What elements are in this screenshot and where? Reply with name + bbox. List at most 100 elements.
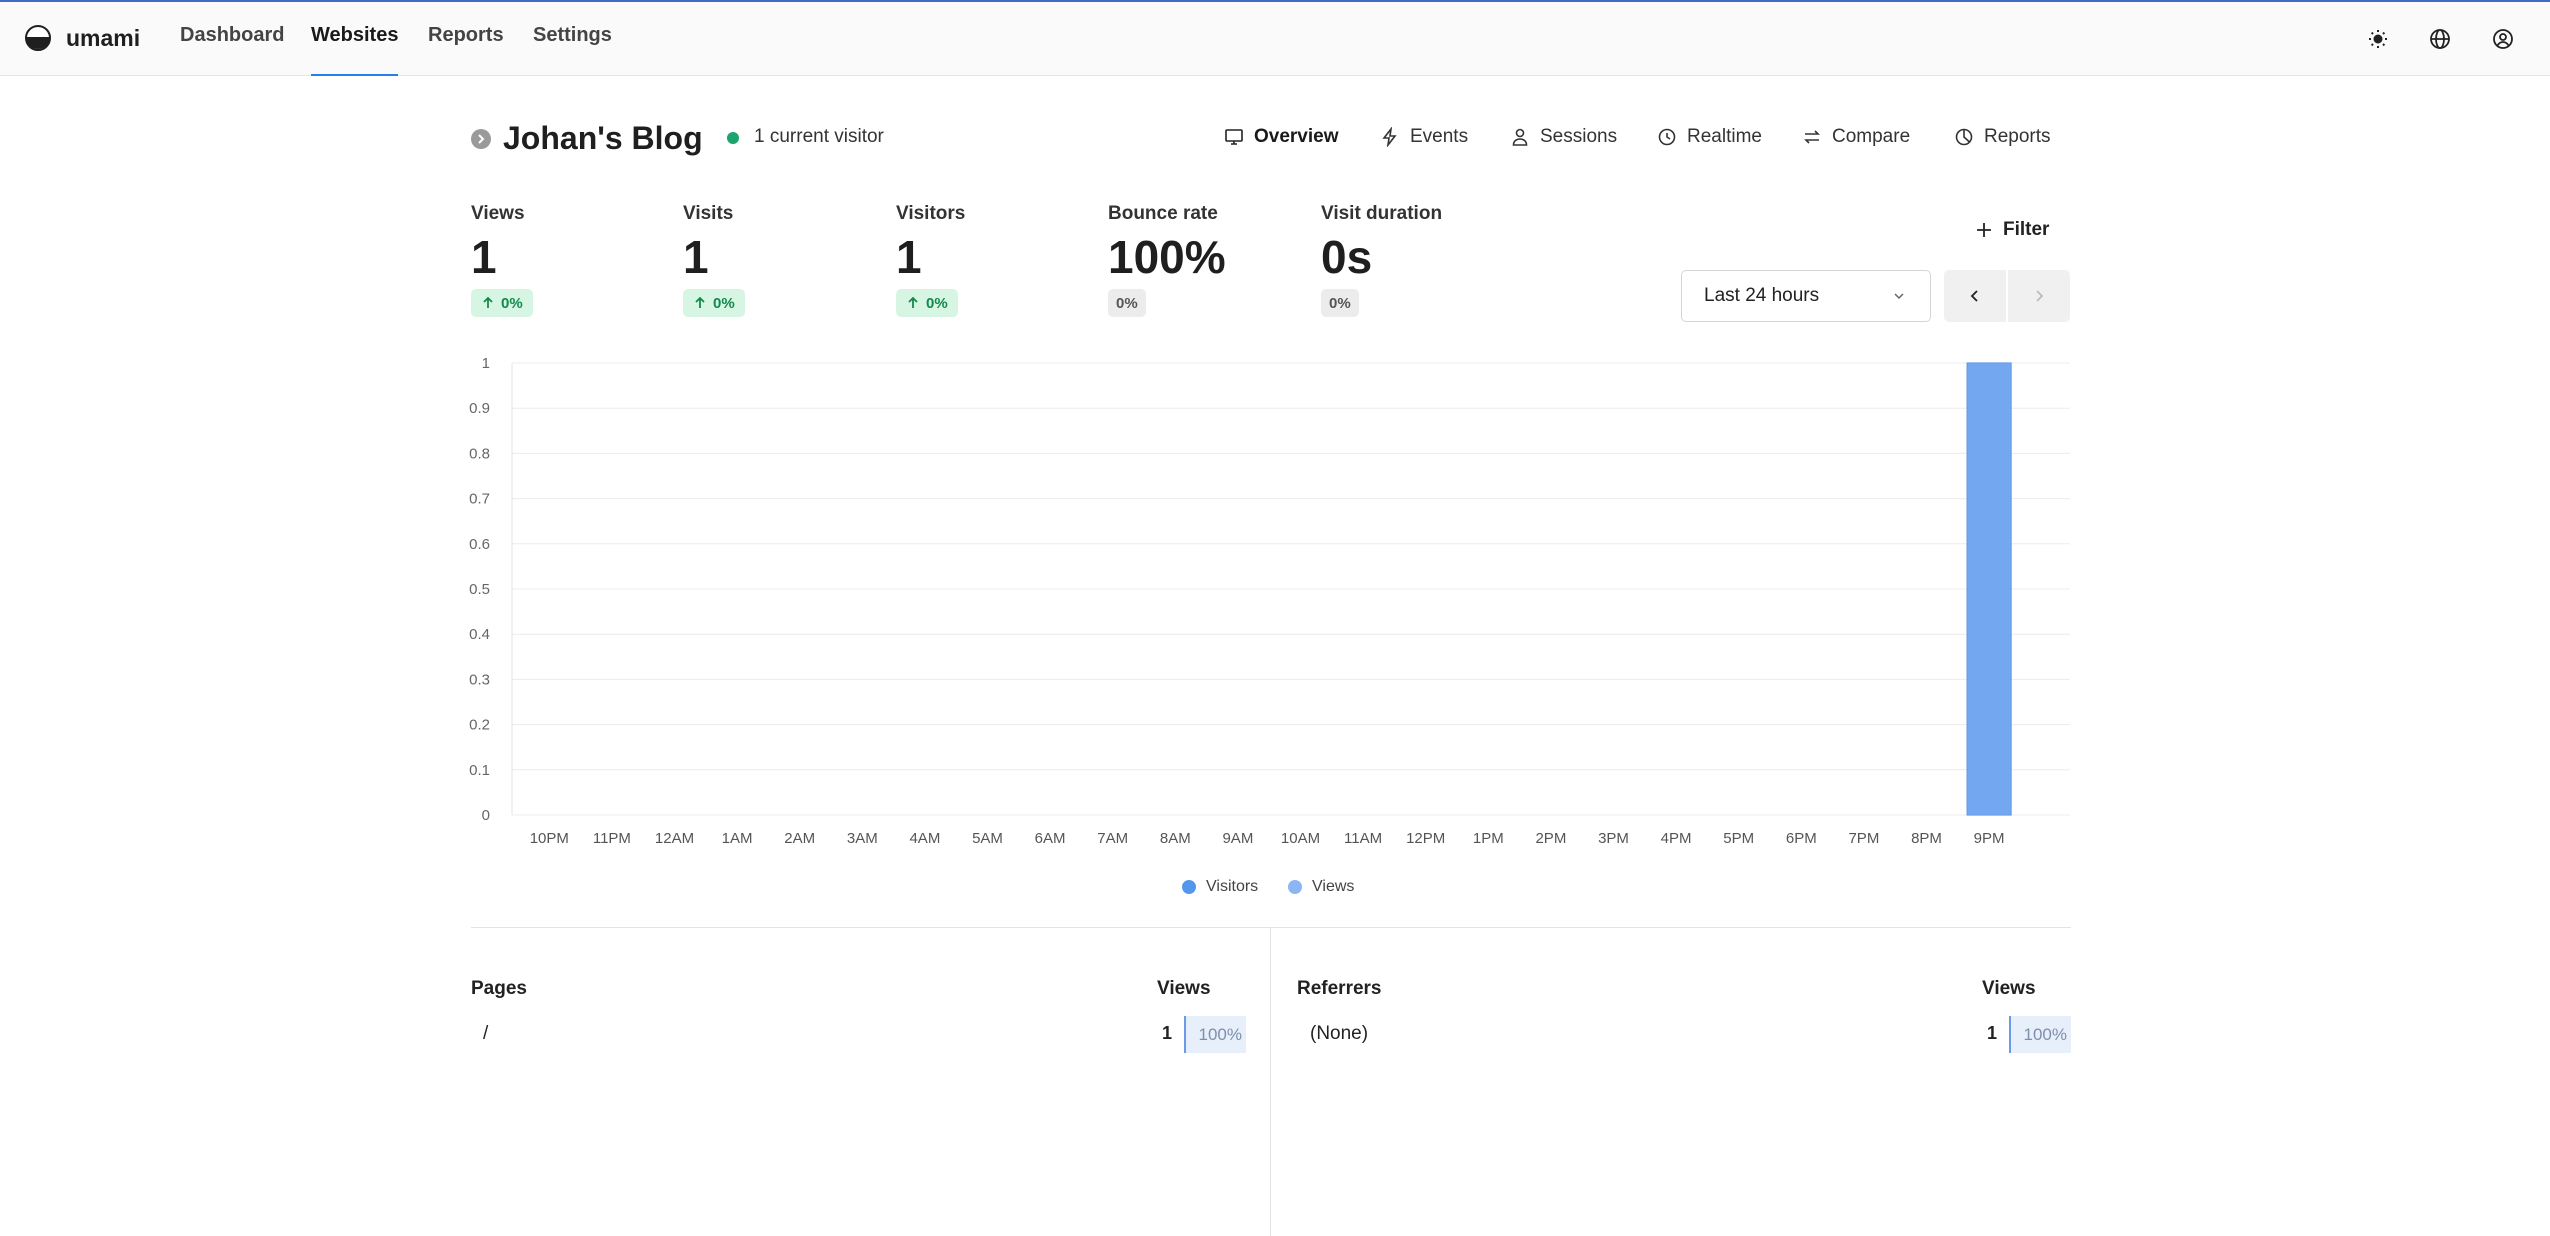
clock-icon	[1658, 128, 1676, 146]
legend-label: Visitors	[1206, 878, 1259, 895]
referrer-row-percent: 100%	[2009, 1016, 2071, 1053]
x-tick-label: 10PM	[530, 830, 569, 847]
tab-reports[interactable]: Reports	[1954, 126, 2051, 148]
y-tick-label: 0.5	[469, 581, 490, 598]
metric-label: Visits	[683, 203, 734, 224]
x-tick-label: 2PM	[1535, 830, 1566, 847]
metric-visits: Visits 1 0%	[683, 203, 745, 317]
x-tick-label: 3AM	[847, 830, 878, 847]
tab-sessions[interactable]: Sessions	[1510, 126, 1617, 148]
arrow-up-icon	[695, 296, 705, 308]
sun-icon[interactable]	[2366, 27, 2390, 51]
nav-reports[interactable]: Reports	[428, 24, 504, 46]
change-value: 0%	[501, 294, 523, 312]
nav-websites[interactable]: Websites	[311, 24, 399, 76]
swap-arrows-icon	[1804, 130, 1820, 144]
change-badge: 0%	[471, 289, 533, 317]
arrow-up-icon	[908, 296, 918, 308]
next-period-button[interactable]	[2008, 270, 2070, 322]
x-tick-label: 2AM	[784, 830, 815, 847]
metric-label: Visitors	[896, 203, 966, 224]
change-value: 0%	[926, 294, 948, 312]
logo[interactable]: umami	[24, 24, 140, 52]
metric-label: Bounce rate	[1108, 203, 1218, 224]
tab-realtime[interactable]: Realtime	[1657, 126, 1762, 148]
y-tick-label: 0.2	[469, 717, 490, 734]
date-range-select[interactable]: Last 24 hours	[1681, 270, 1931, 322]
metric-value: 1	[896, 231, 922, 283]
umami-logo-icon	[25, 25, 51, 51]
chevron-left-icon	[1970, 290, 1978, 302]
globe-icon[interactable]	[2428, 27, 2452, 51]
change-badge: 0%	[1108, 289, 1146, 317]
x-tick-label: 5PM	[1723, 830, 1754, 847]
referrers-views-header: Views	[1982, 978, 2036, 999]
x-tick-label: 11AM	[1344, 830, 1382, 847]
metric-bounce-rate: Bounce rate 100% 0%	[1108, 203, 1226, 317]
y-tick-label: 1	[482, 355, 490, 372]
legend-dot-icon	[1182, 880, 1196, 894]
x-tick-label: 6PM	[1786, 830, 1817, 847]
x-tick-label: 9AM	[1222, 830, 1253, 847]
current-visitors[interactable]: 1 current visitor	[754, 126, 884, 147]
lightning-icon	[1382, 127, 1397, 147]
tab-events[interactable]: Events	[1380, 126, 1468, 148]
x-tick-label: 7PM	[1848, 830, 1879, 847]
x-tick-label: 3PM	[1598, 830, 1629, 847]
legend-dot-icon	[1288, 880, 1302, 894]
tab-overview[interactable]: Overview	[1224, 126, 1339, 148]
change-value: 0%	[1329, 294, 1351, 312]
arrow-up-icon	[483, 296, 493, 308]
plus-icon	[1977, 223, 1991, 237]
metric-value: 1	[471, 231, 497, 283]
x-tick-label: 7AM	[1097, 830, 1128, 847]
tab-label: Realtime	[1687, 126, 1762, 147]
user-profile-icon[interactable]	[2491, 27, 2515, 51]
section-divider	[471, 927, 2071, 928]
x-tick-label: 9PM	[1974, 830, 2005, 847]
x-tick-label: 8PM	[1911, 830, 1942, 847]
chevron-right-icon	[478, 134, 485, 144]
page-row-count: 1	[1161, 1023, 1172, 1043]
x-tick-label: 8AM	[1160, 830, 1191, 847]
metric-views: Views 1 0%	[471, 203, 533, 317]
x-tick-label: 1PM	[1473, 830, 1504, 847]
page-row-percent: 100%	[1184, 1016, 1246, 1053]
y-tick-label: 0.4	[469, 626, 490, 643]
x-tick-label: 6AM	[1035, 830, 1066, 847]
pages-title: Pages	[471, 978, 527, 999]
website-status-icon[interactable]	[471, 129, 491, 149]
metric-label: Visit duration	[1321, 203, 1443, 224]
column-divider	[1270, 928, 1271, 1236]
live-indicator-icon	[727, 132, 739, 144]
chevron-right-icon	[2036, 290, 2044, 302]
user-icon	[1512, 128, 1528, 146]
pie-chart-icon	[1955, 128, 1973, 146]
referrers-title: Referrers	[1297, 978, 1382, 999]
legend-label: Views	[1312, 878, 1355, 895]
metric-label: Views	[471, 203, 525, 224]
x-tick-label: 12AM	[655, 830, 694, 847]
legend-views[interactable]: Views	[1288, 878, 1354, 896]
filter-button[interactable]: Filter	[1975, 219, 2049, 241]
change-badge: 0%	[1321, 289, 1359, 317]
app-name: umami	[66, 24, 141, 51]
tab-compare[interactable]: Compare	[1802, 126, 1910, 148]
x-tick-label: 12PM	[1406, 830, 1445, 847]
x-tick-label: 4AM	[909, 830, 940, 847]
previous-period-button[interactable]	[1944, 270, 2006, 322]
metric-value: 100%	[1108, 231, 1226, 283]
nav-settings[interactable]: Settings	[533, 24, 612, 46]
y-tick-label: 0	[482, 807, 490, 824]
nav-dashboard[interactable]: Dashboard	[180, 24, 285, 46]
y-tick-label: 0.8	[469, 445, 490, 462]
y-tick-label: 0.3	[469, 671, 490, 688]
tab-label: Overview	[1254, 126, 1339, 147]
metric-visit-duration: Visit duration 0s 0%	[1321, 203, 1442, 317]
referrer-row-label[interactable]: (None)	[1310, 1023, 1369, 1044]
legend-visitors[interactable]: Visitors	[1182, 878, 1258, 896]
page-row-label[interactable]: /	[483, 1023, 489, 1044]
y-tick-label: 0.1	[469, 762, 490, 779]
bar-views-9PM	[1967, 363, 2012, 815]
change-value: 0%	[713, 294, 735, 312]
